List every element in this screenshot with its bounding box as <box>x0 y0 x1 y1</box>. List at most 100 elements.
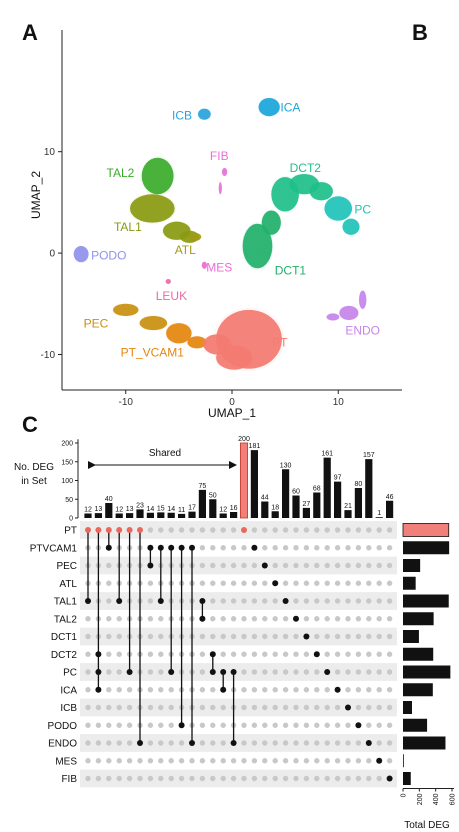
matrix-dot-off <box>314 545 320 551</box>
matrix-dot-off <box>189 758 195 764</box>
matrix-dot-off <box>355 704 362 711</box>
matrix-dot-off <box>376 687 382 693</box>
matrix-dot-off <box>355 758 362 764</box>
matrix-dot-on <box>85 598 91 604</box>
matrix-dot-off <box>158 775 164 782</box>
matrix-dot-off <box>158 758 164 764</box>
matrix-dot-on <box>147 544 154 551</box>
intersection-bar <box>250 450 258 518</box>
matrix-dot-off <box>272 687 278 693</box>
matrix-dot-on <box>95 669 102 675</box>
matrix-dot-off <box>272 775 278 782</box>
total-tick-label: 600 <box>450 793 457 805</box>
cluster-pec <box>111 303 169 331</box>
intersection-bar-label: 1 <box>377 510 381 517</box>
matrix-dot-off <box>251 562 258 569</box>
matrix-dot-off <box>355 545 362 551</box>
matrix-dot-on <box>199 598 206 604</box>
matrix-dot-off <box>220 758 226 764</box>
matrix-dot-off <box>230 580 237 586</box>
matrix-row-stripe <box>80 627 397 646</box>
matrix-dot-off <box>324 704 330 711</box>
matrix-dot-off <box>293 545 299 551</box>
set-label: DCT1 <box>51 632 78 643</box>
set-total-bar <box>403 576 416 590</box>
matrix-dot-off <box>376 722 382 728</box>
intersection-bar <box>209 499 217 518</box>
matrix-dot-off <box>147 687 154 693</box>
matrix-dot-off <box>95 740 102 746</box>
intersection-bar <box>136 509 144 518</box>
matrix-dot-off <box>282 740 289 746</box>
matrix-dot-off <box>334 562 341 569</box>
matrix-dot-off <box>251 633 258 640</box>
matrix-dot-on <box>137 740 143 746</box>
cluster-label-leuk: LEUK <box>156 289 187 303</box>
matrix-dot-off <box>282 687 289 693</box>
panel-label-a: A <box>22 20 38 45</box>
matrix-dot-off <box>324 722 330 728</box>
matrix-dot-off <box>220 598 226 604</box>
matrix-dot-on <box>220 669 227 675</box>
set-total-bar <box>403 683 433 697</box>
matrix-dot-off <box>230 758 237 764</box>
cluster-label-pc: PC <box>354 203 371 217</box>
matrix-dot-on <box>313 651 320 658</box>
matrix-dot-off <box>116 633 122 640</box>
matrix-dot-off <box>376 545 382 551</box>
matrix-dot-off <box>116 704 122 711</box>
matrix-dot-off <box>116 687 122 693</box>
set-total-bar <box>403 665 451 679</box>
set-label: FIB <box>61 774 77 785</box>
matrix-dot-off <box>293 687 299 693</box>
matrix-dot-off <box>241 687 247 693</box>
matrix-dot-off <box>282 562 289 569</box>
matrix-dot-on <box>241 527 247 533</box>
cluster-endo-scatter <box>326 313 340 321</box>
matrix-dot-off <box>334 758 341 764</box>
matrix-dot-off <box>106 669 112 675</box>
total-deg-axis: 0 200 400 600 <box>401 788 457 805</box>
matrix-dot-off <box>168 758 174 764</box>
matrix-dot-off <box>355 651 362 657</box>
set-total-bar <box>403 559 421 572</box>
matrix-dot-off <box>366 545 372 551</box>
matrix-dot-off <box>95 722 102 728</box>
cluster-tal2-scatter <box>140 156 175 196</box>
matrix-dot-off <box>116 669 122 675</box>
cluster-label-endo: ENDO <box>345 323 380 337</box>
matrix-dot-off <box>199 722 206 728</box>
intersection-bar <box>271 511 279 518</box>
matrix-dot-off <box>210 562 216 569</box>
intersection-bar <box>323 457 331 518</box>
matrix-dot-off <box>324 633 330 640</box>
matrix-dot-off <box>303 545 310 551</box>
matrix-dot-off <box>147 527 154 533</box>
matrix-dot-off <box>262 616 268 622</box>
matrix-dot-off <box>282 704 289 711</box>
matrix-dot-off <box>199 562 206 569</box>
matrix-dot-off <box>210 687 216 693</box>
matrix-dot-off <box>314 527 320 533</box>
intersection-bar-label: 44 <box>261 495 269 502</box>
matrix-dot-off <box>366 758 372 764</box>
intersection-bar-label: 130 <box>280 462 292 469</box>
intersection-bar <box>157 512 165 518</box>
matrix-dot-off <box>272 545 278 551</box>
upset-y-label-line1: No. DEG <box>14 462 54 473</box>
set-total-bar <box>403 701 412 714</box>
matrix-dot-off <box>241 633 247 640</box>
matrix-dot-off <box>376 562 382 569</box>
matrix-dot-off <box>345 758 351 764</box>
matrix-dot-on <box>168 669 175 675</box>
matrix-dot-on <box>105 527 112 533</box>
cluster-label-mes: MES <box>206 260 232 274</box>
matrix-dot-off <box>147 669 154 675</box>
intersection-bar-label: 12 <box>115 507 123 514</box>
intersection-bar <box>261 501 269 518</box>
matrix-dot-off <box>220 580 226 586</box>
matrix-dot-off <box>282 527 289 533</box>
total-tick-label: 400 <box>433 793 440 805</box>
matrix-dot-off <box>293 669 299 675</box>
set-label: PC <box>63 668 77 679</box>
